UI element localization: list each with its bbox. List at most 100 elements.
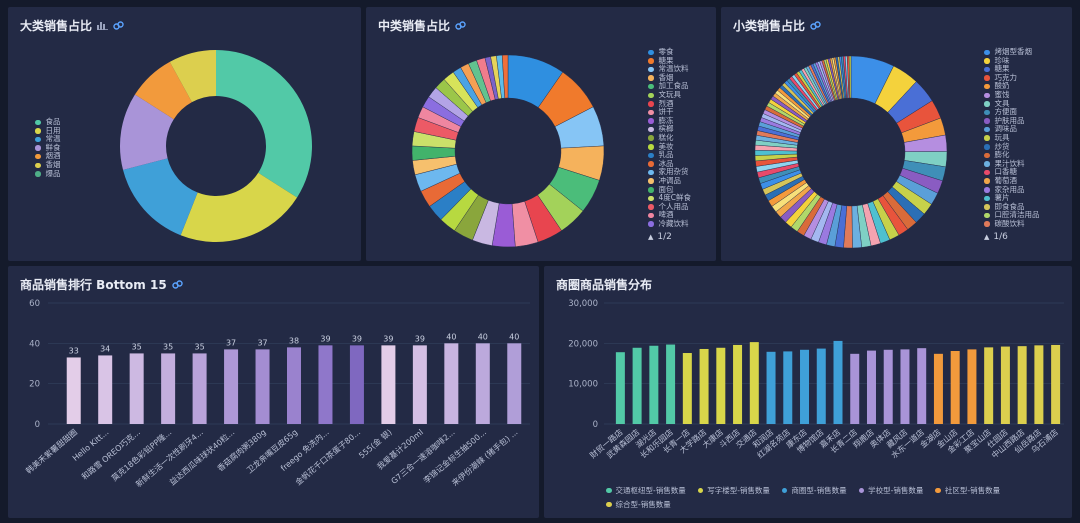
legend-item[interactable]: 膨化: [984, 151, 1040, 160]
pie-slice[interactable]: [123, 158, 198, 236]
pie-slice[interactable]: [848, 55, 852, 99]
legend-item[interactable]: 乳品: [648, 151, 691, 160]
bar[interactable]: [716, 347, 726, 424]
legend-item[interactable]: 调味品: [984, 125, 1040, 134]
legend-item[interactable]: 槟榔: [648, 125, 691, 134]
legend-item[interactable]: 巧克力: [984, 73, 1040, 83]
legend-item[interactable]: 写字楼型-销售数量: [697, 485, 770, 496]
legend-item[interactable]: 烟酒: [35, 152, 61, 161]
bar[interactable]: [318, 345, 333, 424]
legend-item[interactable]: 蜜饯: [984, 90, 1040, 100]
bar[interactable]: [1051, 344, 1061, 424]
bar[interactable]: [800, 349, 810, 424]
bar[interactable]: [381, 345, 396, 424]
bar[interactable]: [850, 353, 860, 424]
bar[interactable]: [615, 352, 625, 424]
sub-legend-pager[interactable]: ▲ 1/6: [984, 232, 1008, 242]
pie-slice[interactable]: [120, 94, 174, 170]
legend-item[interactable]: 珍味: [984, 56, 1040, 66]
pie-slice[interactable]: [501, 54, 509, 99]
legend-item[interactable]: 零食: [648, 47, 691, 57]
legend-item[interactable]: 文具: [984, 99, 1040, 109]
legend-item[interactable]: 炒货: [984, 142, 1040, 152]
bar[interactable]: [866, 350, 876, 424]
legend-item[interactable]: 个人用品: [648, 202, 691, 212]
legend-item[interactable]: 即食食品: [984, 202, 1040, 212]
bar[interactable]: [349, 345, 364, 424]
bar[interactable]: [967, 349, 977, 424]
bar[interactable]: [444, 343, 459, 424]
bar[interactable]: [129, 353, 144, 424]
legend-item[interactable]: 碳酸饮料: [984, 219, 1040, 229]
legend-item[interactable]: 薯片: [984, 193, 1040, 203]
pie-slice[interactable]: [180, 172, 298, 243]
legend-item[interactable]: 膨冻: [648, 116, 691, 126]
bar[interactable]: [833, 340, 843, 424]
legend-item[interactable]: 家杂用品: [984, 185, 1040, 195]
legend-item[interactable]: 烈酒: [648, 99, 691, 109]
bar[interactable]: [192, 353, 207, 424]
legend-item[interactable]: 交通枢纽型-销售数量: [606, 485, 686, 496]
triangle-up-icon[interactable]: ▲: [648, 233, 654, 241]
bar[interactable]: [749, 342, 759, 424]
legend-item[interactable]: 护肤用品: [984, 116, 1040, 126]
bar[interactable]: [1000, 346, 1010, 424]
mid-legend-pager[interactable]: ▲ 1/2: [648, 232, 672, 242]
triangle-up-icon[interactable]: ▲: [984, 233, 990, 241]
bar[interactable]: [666, 344, 676, 424]
bar[interactable]: [412, 345, 427, 424]
legend-item[interactable]: 香烟: [648, 73, 691, 83]
pie-slice[interactable]: [134, 61, 192, 120]
bar[interactable]: [255, 349, 270, 424]
bar[interactable]: [766, 351, 776, 424]
bar-chart-icon[interactable]: [97, 21, 109, 30]
bar[interactable]: [733, 344, 743, 424]
bar[interactable]: [900, 349, 910, 424]
legend-item[interactable]: 玩具: [984, 133, 1040, 143]
bar[interactable]: [984, 347, 994, 424]
bar[interactable]: [161, 353, 176, 424]
legend-item[interactable]: 4度C鲜食: [648, 193, 691, 203]
bar[interactable]: [632, 347, 642, 424]
legend-item[interactable]: 爆品: [35, 169, 61, 179]
legend-item[interactable]: 香烟: [35, 160, 61, 170]
legend-item[interactable]: 面包: [648, 185, 691, 195]
bar[interactable]: [933, 353, 943, 424]
legend-item[interactable]: 饼干: [648, 108, 691, 117]
bar[interactable]: [1017, 346, 1027, 424]
legend-item[interactable]: 糕化: [648, 133, 691, 143]
bar[interactable]: [475, 343, 490, 424]
legend-item[interactable]: 加工食品: [648, 82, 691, 91]
legend-item[interactable]: 日用: [35, 126, 61, 136]
legend-item[interactable]: 糖果: [648, 56, 691, 66]
legend-item[interactable]: 糖果: [984, 65, 1040, 74]
link-icon[interactable]: [171, 279, 183, 290]
bar[interactable]: [507, 343, 522, 424]
legend-item[interactable]: 常温饮料: [648, 65, 691, 74]
legend-item[interactable]: 综合型-销售数量: [606, 499, 671, 510]
bar[interactable]: [783, 351, 793, 424]
legend-item[interactable]: 酸奶: [984, 82, 1040, 91]
legend-item[interactable]: 方便面: [984, 108, 1040, 117]
bar[interactable]: [649, 345, 659, 424]
link-icon[interactable]: [810, 20, 821, 31]
bar[interactable]: [699, 348, 709, 424]
bar[interactable]: [224, 349, 239, 424]
legend-item[interactable]: 家用杂货: [648, 168, 691, 177]
link-icon[interactable]: [455, 20, 466, 31]
bar[interactable]: [98, 355, 113, 424]
legend-item[interactable]: 常温: [35, 135, 61, 144]
bar[interactable]: [883, 349, 893, 424]
bar[interactable]: [287, 347, 301, 424]
legend-item[interactable]: 啤酒: [648, 211, 691, 220]
legend-item[interactable]: 美妆: [648, 142, 691, 152]
legend-item[interactable]: 冲调品: [648, 176, 691, 186]
pie-slice[interactable]: [169, 50, 216, 103]
bar[interactable]: [682, 353, 692, 424]
legend-item[interactable]: 学校型-销售数量: [858, 485, 923, 496]
legend-item[interactable]: 食品: [35, 117, 61, 127]
legend-item[interactable]: 果汁饮料: [984, 159, 1040, 169]
bar[interactable]: [1034, 345, 1044, 424]
legend-item[interactable]: 葡萄酒: [984, 176, 1040, 186]
bar[interactable]: [66, 357, 81, 424]
